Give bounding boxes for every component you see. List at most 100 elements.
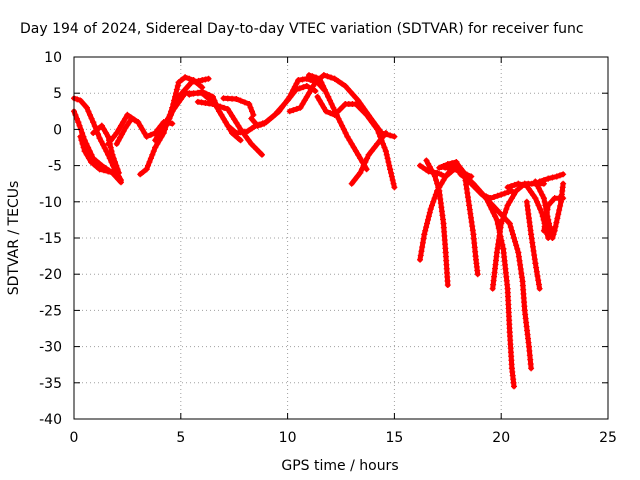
data-point [245, 137, 252, 144]
data-point [288, 90, 295, 97]
data-point [508, 183, 515, 190]
data-point [529, 239, 536, 246]
data-point [358, 166, 365, 173]
data-point [364, 155, 371, 162]
data-point [362, 158, 369, 165]
data-point [263, 119, 270, 126]
data-point [532, 195, 539, 202]
series-sat-q [314, 93, 398, 191]
data-point [209, 101, 216, 108]
data-point [327, 110, 334, 117]
data-point [533, 198, 540, 205]
data-point [338, 80, 345, 87]
data-point [528, 235, 535, 242]
data-point [316, 97, 323, 104]
data-point [465, 198, 472, 205]
data-point [469, 223, 476, 230]
data-point [259, 120, 266, 127]
data-point [530, 192, 537, 199]
data-point [423, 224, 430, 231]
data-point [303, 82, 310, 89]
data-point [535, 277, 542, 284]
data-point [250, 111, 257, 118]
data-point [194, 89, 201, 96]
data-point [233, 130, 240, 137]
data-point [354, 173, 361, 180]
data-point [542, 219, 549, 226]
data-point [374, 126, 381, 133]
data-point [525, 185, 532, 192]
data-point [470, 181, 477, 188]
data-point [120, 128, 127, 135]
data-point [115, 176, 122, 183]
data-point [192, 78, 199, 85]
data-point [245, 127, 252, 134]
data-point [320, 82, 327, 89]
data-point [535, 202, 542, 209]
data-point [147, 155, 154, 162]
data-point [357, 169, 364, 176]
data-point [537, 206, 544, 213]
data-point [226, 109, 233, 116]
data-point [335, 115, 342, 122]
data-point [110, 155, 117, 162]
data-point [371, 122, 378, 129]
data-point [78, 137, 85, 144]
series-sat-ac [523, 198, 543, 292]
data-point [252, 122, 259, 129]
data-point [256, 121, 263, 128]
data-point [248, 140, 255, 147]
data-point [158, 126, 165, 133]
data-point [383, 151, 390, 158]
data-point [360, 109, 367, 116]
data-point [96, 135, 103, 142]
data-point [258, 151, 265, 158]
x-tick-label: 10 [279, 430, 297, 446]
data-point [299, 101, 306, 108]
data-point [340, 126, 347, 133]
data-point [74, 96, 81, 103]
data-point [486, 199, 493, 206]
data-point [115, 137, 122, 144]
series-sat-f [105, 111, 142, 147]
data-point [124, 111, 131, 118]
data-point [145, 162, 152, 169]
series-sat-ae [536, 171, 567, 185]
data-point [506, 220, 513, 227]
data-point [83, 151, 90, 158]
data-point [540, 227, 547, 234]
series-sat-ad [540, 195, 567, 234]
data-point [516, 257, 523, 264]
data-point [502, 209, 509, 216]
data-point [368, 119, 375, 126]
data-point [169, 120, 176, 127]
data-point [303, 93, 310, 100]
series-sat-l [220, 95, 257, 118]
data-point [109, 169, 116, 176]
data-point [205, 75, 212, 82]
data-point [297, 104, 304, 111]
data-point [247, 104, 254, 111]
data-point [301, 97, 308, 104]
data-point [360, 162, 367, 169]
data-point [127, 114, 134, 121]
data-point [290, 107, 297, 114]
data-point [250, 143, 257, 150]
data-point [237, 97, 244, 104]
data-point [387, 169, 394, 176]
data-point [511, 235, 518, 241]
data-point [216, 108, 223, 115]
data-point [430, 198, 437, 205]
data-point [508, 227, 515, 234]
y-tick-label: -30 [39, 340, 62, 356]
data-point [511, 191, 518, 198]
data-point [548, 198, 555, 205]
data-point [506, 198, 513, 205]
data-point [466, 202, 473, 209]
data-point [424, 216, 431, 223]
data-point [529, 243, 536, 250]
data-point [115, 126, 122, 133]
data-point [98, 138, 105, 145]
data-point [536, 178, 543, 185]
data-point [518, 270, 525, 277]
